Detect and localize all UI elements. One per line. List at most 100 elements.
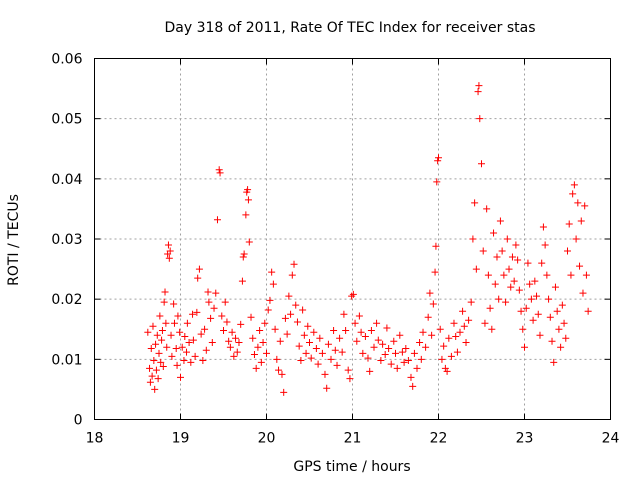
data-point (199, 357, 207, 365)
data-point (515, 286, 523, 294)
data-point (244, 186, 252, 194)
data-point (247, 313, 255, 321)
data-point (228, 328, 236, 336)
data-point (235, 338, 243, 346)
data-point (428, 331, 436, 339)
data-point (170, 319, 178, 327)
data-point (216, 169, 224, 177)
data-point (299, 306, 307, 314)
data-point (157, 358, 165, 366)
data-point (146, 378, 154, 386)
data-point (181, 332, 189, 340)
data-point (331, 346, 339, 354)
data-point (426, 289, 434, 297)
data-point (177, 373, 184, 381)
data-point (351, 319, 359, 327)
data-point (160, 298, 168, 306)
data-point (505, 265, 513, 273)
data-point (167, 331, 175, 339)
data-point (460, 322, 468, 330)
data-point (390, 337, 398, 345)
data-point (574, 199, 582, 207)
data-point (576, 262, 584, 270)
data-point (373, 319, 381, 327)
data-point (553, 307, 561, 315)
data-point (393, 364, 401, 372)
data-point (579, 289, 587, 297)
data-point (232, 334, 240, 342)
data-point (156, 312, 164, 320)
data-point (159, 363, 167, 371)
data-point (582, 271, 590, 279)
data-point (230, 352, 238, 360)
data-point (239, 253, 247, 261)
data-point (539, 223, 547, 231)
data-point (174, 312, 182, 320)
data-point (193, 308, 201, 316)
y-axis-label: ROTI / TECUs (6, 194, 22, 286)
data-point (402, 345, 410, 353)
data-point (285, 292, 293, 300)
data-point (218, 312, 226, 320)
data-point (225, 337, 233, 345)
data-point (364, 354, 372, 362)
data-point (288, 271, 296, 279)
data-point (290, 260, 298, 268)
data-point (472, 265, 480, 273)
data-point (194, 274, 202, 282)
data-point (306, 338, 313, 346)
data-point (242, 211, 250, 219)
data-point (502, 298, 510, 306)
data-point (295, 342, 303, 350)
data-point (467, 298, 475, 306)
data-point (205, 298, 213, 306)
data-point (280, 388, 288, 396)
data-point (546, 313, 554, 321)
y-tick-label: 0.02 (51, 292, 82, 308)
data-point (189, 336, 197, 344)
data-point (493, 253, 501, 261)
data-point (254, 343, 262, 351)
data-point (152, 366, 160, 374)
data-point (541, 241, 549, 249)
data-point (450, 319, 458, 327)
data-point (162, 319, 170, 327)
data-point (233, 348, 241, 356)
data-point (155, 349, 163, 357)
data-point (572, 235, 580, 243)
data-point (557, 343, 565, 351)
data-point (495, 295, 503, 303)
chart-title: Day 318 of 2011, Rate Of TEC Index for r… (164, 20, 535, 36)
data-point (210, 304, 218, 312)
x-tick-label: 18 (86, 431, 104, 447)
data-point (161, 288, 169, 296)
data-point (443, 367, 451, 375)
data-point (392, 349, 399, 357)
data-point (413, 364, 421, 372)
grid-lines (94, 58, 611, 420)
data-point (264, 306, 272, 314)
data-point (565, 220, 573, 228)
data-point (287, 310, 295, 318)
data-point (293, 318, 301, 326)
data-point (534, 310, 542, 318)
data-point (398, 348, 406, 356)
data-point (201, 325, 209, 333)
data-point (474, 88, 482, 96)
data-point (433, 178, 441, 186)
y-tick-label: 0 (74, 413, 83, 429)
data-point (435, 154, 442, 162)
data-point (387, 360, 395, 368)
data-point (508, 253, 516, 261)
data-point (151, 385, 159, 393)
data-point (215, 166, 223, 174)
data-point (526, 280, 534, 288)
data-point (434, 157, 442, 165)
data-point (490, 229, 498, 237)
data-point (346, 375, 354, 383)
data-point (220, 326, 227, 334)
data-point (512, 241, 520, 249)
y-tick-label: 0.04 (51, 172, 82, 188)
data-point (318, 349, 326, 357)
